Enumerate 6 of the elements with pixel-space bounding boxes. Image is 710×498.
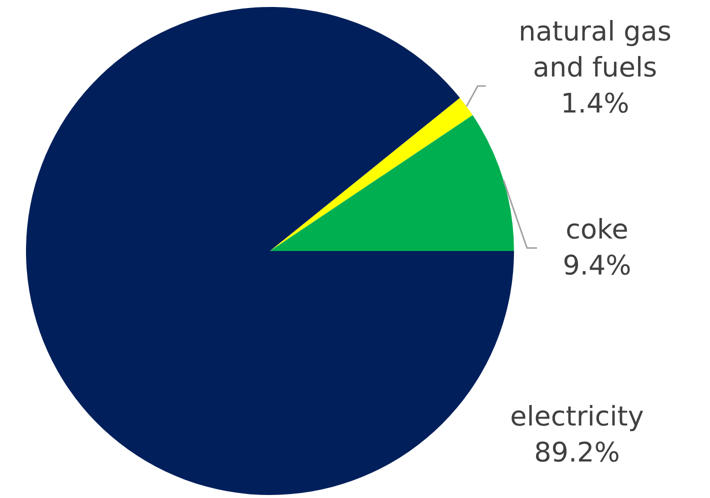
slice-label: coke: [566, 214, 628, 246]
data-label: 1.4%: [560, 88, 630, 120]
data-label: 89.2%: [534, 438, 620, 469]
slice-label: natural gas and fuels: [518, 16, 672, 84]
slice-label: electricity: [510, 402, 644, 433]
data-label: 9.4%: [562, 250, 632, 282]
